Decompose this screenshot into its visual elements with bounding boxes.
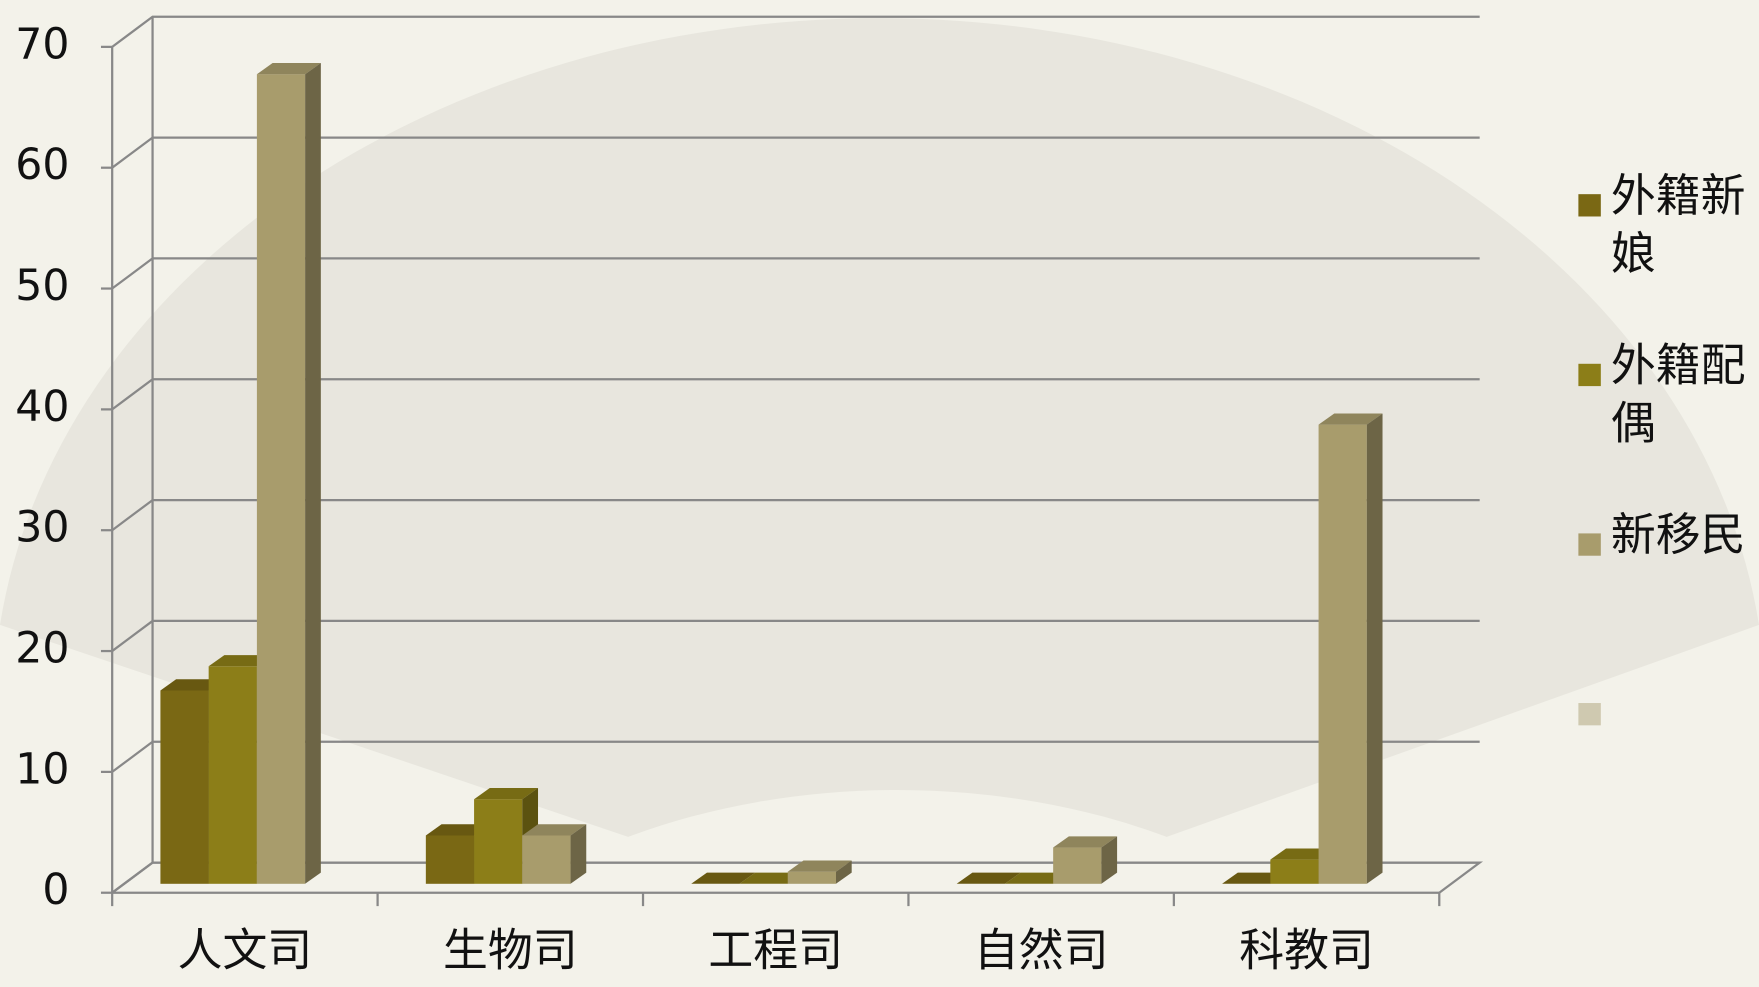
y-tick-label: 60 [15, 141, 69, 190]
bar-side [1366, 413, 1383, 884]
bar-side [570, 824, 587, 884]
y-tick-label: 10 [15, 745, 69, 794]
bar [1222, 872, 1287, 884]
bar-front [1318, 424, 1367, 884]
bar [691, 872, 756, 884]
bar-front [1270, 859, 1319, 884]
bar-top [474, 788, 539, 800]
x-tick-label: 生物司 [443, 924, 578, 977]
bar [256, 63, 321, 884]
y-tick-label: 50 [15, 262, 69, 311]
bar-top [1318, 413, 1383, 425]
y-tick-label: 20 [15, 625, 69, 674]
grid-line [111, 136, 1480, 169]
bar [739, 872, 804, 884]
y-tick-label: 0 [42, 866, 69, 915]
bar-top [160, 679, 225, 691]
bar-top [1270, 848, 1335, 860]
bar-top [787, 860, 852, 872]
bar [1053, 836, 1118, 884]
legend-label: 新移民 [1610, 509, 1746, 562]
bar [1004, 872, 1069, 884]
bar-front [425, 835, 475, 884]
bar-side [305, 63, 321, 884]
bar-side [1101, 836, 1118, 884]
bar-top [956, 872, 1021, 884]
bar-side [835, 860, 852, 884]
bar-top [425, 824, 490, 836]
bar-top [1222, 872, 1287, 884]
bar [425, 824, 490, 884]
grid-line [111, 740, 1480, 773]
legend-swatch [1578, 194, 1601, 217]
grid-line [111, 15, 1480, 48]
bar-top [256, 63, 321, 75]
bar-front [208, 666, 257, 884]
legend-swatch [1578, 703, 1601, 726]
bar-top [1053, 836, 1118, 848]
x-tick-label: 工程司 [708, 924, 843, 977]
legend-swatch [1578, 363, 1601, 387]
bar [1318, 413, 1383, 884]
legend-item: 新移民 [1610, 509, 1746, 562]
grid-line [111, 257, 1480, 290]
bar-top [1004, 872, 1069, 884]
grid-line [111, 619, 1480, 652]
bar-front [256, 74, 306, 884]
y-tick-label: 30 [15, 504, 69, 553]
grid-line [111, 498, 1480, 532]
plot-area: 0 10 20 30 40 50 60 70 人文司 生物司 工程司 自然司 科教司 [15, 15, 1484, 977]
x-tick-label: 自然司 [974, 924, 1109, 977]
bar [787, 860, 852, 884]
grid-line [111, 861, 1480, 894]
bar-top [691, 872, 756, 884]
legend-label: 外籍新娘 [1610, 170, 1746, 281]
y-tick-label: 70 [15, 20, 69, 69]
bar-top [522, 824, 587, 836]
bar-top [208, 655, 273, 667]
grid-line [111, 378, 1480, 411]
x-tick-label: 人文司 [178, 924, 313, 977]
bar-front [1053, 847, 1102, 884]
legend-label: 外籍配偶 [1610, 340, 1746, 450]
bar-top [739, 872, 804, 884]
x-tick-label: 科教司 [1239, 924, 1374, 977]
legend-swatch [1578, 533, 1601, 556]
legend-item [1611, 676, 1759, 810]
bar-front [522, 835, 571, 884]
bar [956, 872, 1021, 884]
bar [522, 824, 587, 884]
legend-item: 外籍配偶 [1610, 340, 1746, 450]
y-tick-label: 40 [15, 383, 69, 432]
legend-item: 外籍新娘 [1610, 170, 1746, 281]
bar-front [474, 799, 523, 884]
bar-front [787, 871, 836, 884]
bar-front [160, 690, 209, 884]
